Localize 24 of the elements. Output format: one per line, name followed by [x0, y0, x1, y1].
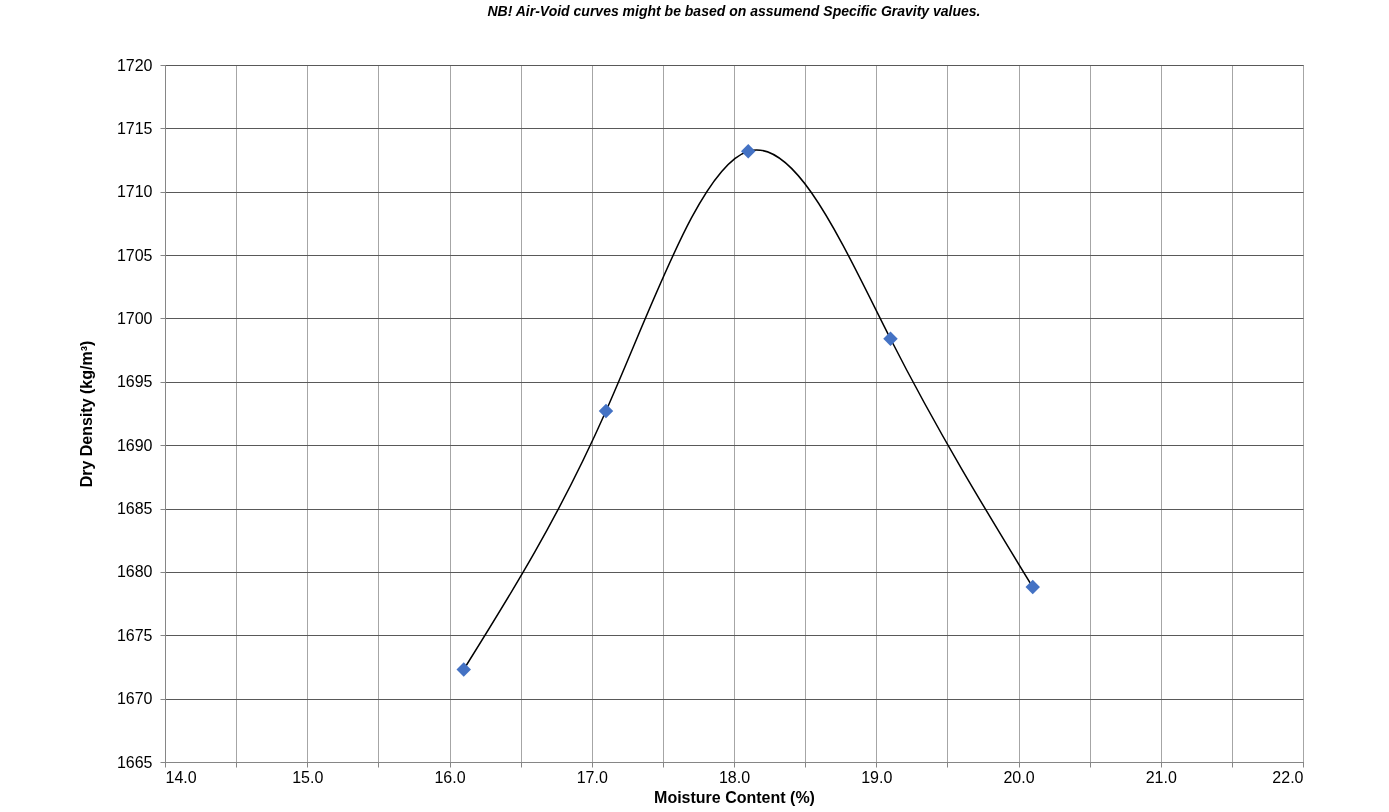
- x-tick-label: 17.0: [576, 768, 608, 786]
- x-tick-label: 22.0: [1272, 768, 1304, 786]
- y-tick-label: 1670: [116, 690, 153, 708]
- y-tick-label: 1665: [116, 753, 153, 771]
- chart-title: NB! Air-Void curves might be based on assumend Specific Gravity values.: [487, 3, 981, 19]
- x-tick-label: 14.0: [165, 768, 197, 786]
- y-tick-label: 1705: [116, 246, 153, 264]
- x-tick-label: 21.0: [1145, 768, 1177, 786]
- y-tick-label: 1715: [116, 119, 153, 137]
- x-tick-label: 16.0: [434, 768, 466, 786]
- x-tick-label: 15.0: [292, 768, 324, 786]
- y-tick-label: 1675: [116, 626, 153, 644]
- y-tick-label: 1720: [116, 56, 153, 74]
- y-tick-label: 1685: [116, 500, 153, 518]
- x-tick-label: 19.0: [861, 768, 893, 786]
- y-tick-label: 1700: [116, 309, 153, 327]
- x-axis-title: Moisture Content (%): [654, 788, 815, 806]
- x-tick-label: 20.0: [1003, 768, 1035, 786]
- y-tick-label: 1690: [116, 436, 153, 454]
- y-tick-label: 1695: [116, 373, 153, 391]
- y-tick-label: 1680: [116, 563, 153, 581]
- y-tick-label: 1710: [116, 183, 153, 201]
- y-axis-title: Dry Density (kg/m³): [77, 340, 95, 488]
- x-tick-label: 18.0: [718, 768, 751, 786]
